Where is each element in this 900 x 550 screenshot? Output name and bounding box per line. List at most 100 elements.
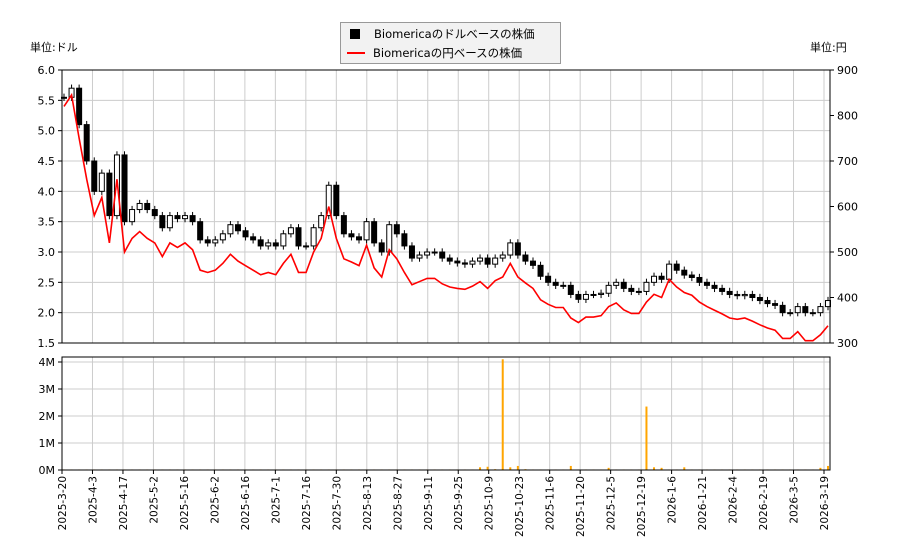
candle-body: [234, 224, 241, 232]
candle-body: [227, 224, 234, 235]
candle-body: [401, 233, 408, 247]
candle-body: [703, 281, 710, 286]
candle-body: [272, 242, 279, 247]
candle-body: [477, 257, 484, 262]
candle-body: [779, 304, 786, 314]
candle-body: [605, 284, 612, 294]
candle-body: [492, 257, 499, 265]
candle-body: [250, 236, 257, 241]
y-left-tick-label: 4.0: [38, 185, 56, 198]
candle-body: [91, 160, 98, 192]
volume-panel: [62, 357, 830, 470]
candle-body: [212, 239, 219, 244]
candle-body: [666, 263, 673, 280]
volume-bar: [683, 467, 686, 470]
candle-body: [719, 287, 726, 292]
y-left-tick-label: 6.0: [38, 64, 56, 77]
volume-bar: [653, 467, 656, 470]
x-tick-label: 2026-1-21: [697, 476, 709, 530]
right-unit-label: 単位:円: [810, 41, 847, 54]
candle-body: [582, 293, 589, 300]
legend: Biomericaのドルベースの株価 Biomericaの円ベースの株価: [340, 22, 561, 64]
jpy-price-line: [63, 92, 829, 342]
legend-swatch-jpy: [347, 52, 365, 54]
candle-body: [159, 215, 166, 229]
candle-body: [204, 239, 211, 244]
candle-body: [613, 281, 620, 286]
candle-body: [416, 254, 423, 259]
candle-body: [749, 293, 756, 299]
candle-body: [136, 202, 143, 211]
y-right-tick-label: 900: [837, 64, 858, 77]
candle-body: [461, 262, 468, 265]
candle-body: [439, 251, 446, 259]
candle-body: [144, 202, 151, 211]
candle-body: [83, 124, 90, 162]
candle-body: [265, 242, 272, 247]
y-left-tick-label: 3.0: [38, 246, 56, 259]
y-left-tick-label: 5.0: [38, 125, 56, 138]
left-unit-label: 単位:ドル: [30, 41, 78, 54]
candle-body: [424, 251, 431, 256]
volume-tick-label: 1M: [39, 437, 56, 450]
candle-body: [772, 303, 779, 306]
price-panel-frame: [61, 69, 831, 344]
x-tick-label: 2025-9-25: [453, 476, 465, 530]
candle-body: [635, 290, 642, 293]
legend-item-usd: Biomericaのドルベースの株価: [347, 25, 535, 43]
candle-body: [545, 275, 552, 283]
candle-body: [76, 87, 83, 126]
legend-item-jpy: Biomericaの円ベースの株価: [347, 44, 522, 62]
volume-bar: [645, 406, 648, 470]
candle-body: [219, 233, 226, 241]
candle-body: [242, 230, 249, 238]
x-tick-label: 2025-10-23: [514, 476, 526, 537]
candle-body: [688, 274, 695, 278]
x-tick-label: 2025-11-20: [575, 476, 587, 537]
y-right-tick-label: 500: [837, 246, 858, 259]
candle-body: [507, 242, 514, 256]
candle-body: [696, 276, 703, 283]
x-tick-label: 2025-7-1: [270, 476, 282, 524]
candle-body: [673, 263, 680, 271]
candle-body: [734, 293, 741, 297]
candle-body: [598, 292, 605, 295]
volume-bar: [486, 466, 489, 470]
candle-body: [552, 281, 559, 286]
candle-body: [348, 233, 355, 238]
volume-tick-label: 2M: [39, 410, 56, 423]
volume-bar: [819, 467, 822, 470]
y-left-tick-label: 1.5: [38, 337, 56, 350]
x-tick-label: 2025-3-20: [57, 476, 69, 530]
candle-body: [310, 227, 317, 247]
x-tick-label: 2026-2-19: [758, 476, 770, 530]
candle-body: [764, 300, 771, 305]
candle-body: [174, 215, 181, 220]
candle-body: [529, 260, 536, 266]
candle-body: [408, 245, 415, 259]
y-right-tick-label: 600: [837, 201, 858, 214]
x-tick-label: 2025-5-2: [148, 476, 160, 524]
candle-body: [280, 233, 287, 247]
candle-body: [378, 242, 385, 253]
legend-swatch-usd: [350, 29, 360, 39]
candle-body: [287, 227, 294, 235]
x-tick-label: 2025-7-16: [301, 476, 313, 531]
candle-body: [711, 284, 718, 289]
y-left-tick-label: 4.5: [38, 155, 56, 168]
candle-body: [121, 154, 128, 223]
price-panel: [62, 70, 830, 343]
x-tick-label: 2025-8-13: [362, 476, 374, 530]
volume-panel-frame: [61, 356, 831, 471]
candle-body: [98, 172, 105, 192]
volume-bar: [569, 465, 572, 470]
x-tick-label: 2026-1-6: [667, 476, 679, 524]
volume-tick-label: 4M: [39, 356, 56, 369]
candle-body: [643, 281, 650, 292]
x-tick-label: 2025-7-30: [331, 476, 343, 530]
candle-body: [340, 215, 347, 235]
candle-body: [386, 224, 393, 253]
candle-body: [303, 245, 310, 248]
candle-body: [363, 221, 370, 241]
